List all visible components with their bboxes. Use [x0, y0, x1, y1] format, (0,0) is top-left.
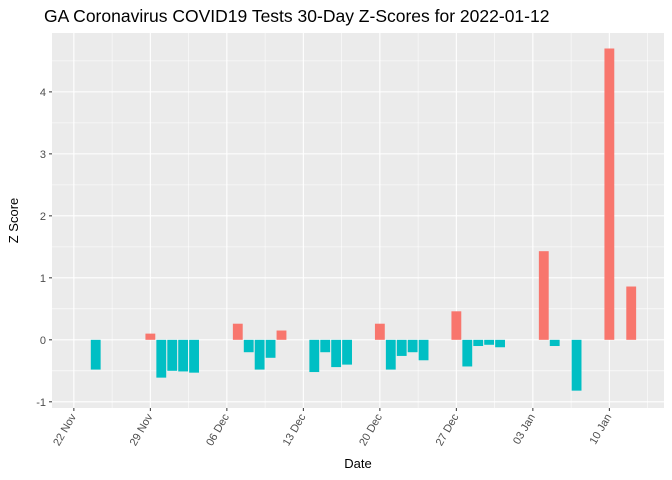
bar: [342, 339, 352, 365]
x-tick-label: 03 Jan: [511, 412, 538, 447]
y-tick-label: 3: [40, 149, 46, 161]
bar: [549, 339, 560, 347]
bar: [254, 339, 265, 370]
bar: [418, 339, 429, 361]
y-tick-label: -1: [36, 397, 46, 409]
x-tick-label: 27 Dec: [434, 412, 462, 449]
x-axis-title: Date: [344, 456, 371, 471]
x-axis: 22 Nov 29 Nov 06 Dec 13 Dec 20 Dec 27 Dec 03 J…: [51, 408, 614, 448]
bar: [178, 339, 189, 372]
y-axis: -1 0 1 2 3 4: [36, 87, 52, 409]
y-tick-label: 1: [40, 273, 46, 285]
x-tick-label: 06 Dec: [204, 412, 232, 449]
bar: [320, 339, 331, 353]
bar: [385, 339, 396, 370]
bar: [265, 339, 276, 358]
bar: [90, 339, 101, 370]
bar: [396, 339, 407, 356]
bar: [604, 48, 615, 340]
bar: [232, 323, 243, 340]
x-tick-label: 22 Nov: [51, 412, 79, 449]
y-axis-title: Z Score: [6, 198, 21, 244]
x-tick-label: 20 Dec: [357, 412, 385, 449]
bar: [309, 339, 320, 373]
bar: [462, 339, 473, 367]
plot-panel: [52, 33, 664, 408]
x-tick-label: 10 Jan: [588, 412, 615, 447]
x-tick-label: 29 Nov: [128, 412, 156, 449]
grid-minor: [52, 33, 664, 408]
bar: [331, 339, 342, 368]
bar: [495, 339, 505, 348]
bar: [571, 339, 582, 391]
bar: [374, 323, 385, 340]
bar: [407, 339, 418, 353]
bar: [626, 286, 637, 340]
bar: [189, 339, 199, 373]
y-tick-label: 2: [40, 211, 46, 223]
bar: [473, 339, 484, 347]
bars: [90, 48, 637, 391]
bar: [276, 330, 287, 340]
bar: [167, 339, 178, 371]
x-tick-label: 13 Dec: [281, 412, 309, 449]
bar: [484, 339, 495, 345]
chart-title: GA Coronavirus COVID19 Tests 30-Day Z-Sc…: [44, 6, 550, 26]
y-tick-label: 4: [40, 87, 46, 99]
bar: [145, 333, 156, 340]
bar: [451, 311, 462, 340]
grid-major: [52, 33, 664, 408]
y-tick-label: 0: [40, 335, 46, 347]
bar: [243, 339, 254, 353]
bar: [538, 251, 549, 340]
bar: [156, 339, 167, 378]
